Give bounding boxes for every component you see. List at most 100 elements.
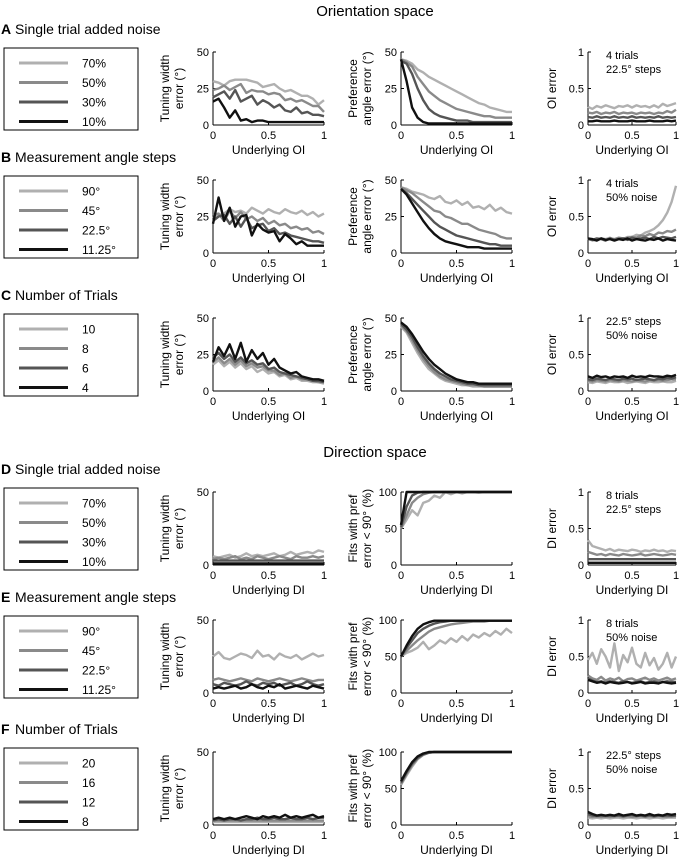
- y-axis-label: error (°): [172, 334, 186, 375]
- x-tick-label: 0.5: [449, 570, 464, 582]
- x-tick-label: 1: [509, 570, 515, 582]
- y-tick-label: 0: [578, 386, 584, 398]
- y-axis-label: angle error (°): [360, 51, 374, 125]
- chart-C-1: 0 25 50 0 0.5 1 Underlying OI Tuning width error…: [158, 313, 327, 423]
- x-tick-label: 1: [321, 830, 327, 842]
- x-tick-label: 0: [210, 830, 216, 842]
- y-tick-label: 0: [203, 386, 209, 398]
- series-line-10: [212, 359, 325, 385]
- series-line-10%: [399, 490, 512, 526]
- y-axis-label: Tuning width: [158, 495, 172, 563]
- legend-label: 8: [82, 815, 89, 829]
- series-line-8: [400, 324, 512, 388]
- y-axis-label: OI error: [545, 68, 559, 109]
- panel-letter: C: [1, 287, 11, 303]
- y-tick-label: 1: [578, 747, 584, 759]
- panel-B: B Measurement angle steps 90° 45° 22.5° 11.25…: [1, 149, 679, 285]
- chart-B-3: 0 0.5 1 0 0.5 1 Underlying OI OI error 4 trials 5…: [545, 175, 679, 285]
- y-tick-label: 25: [385, 84, 397, 96]
- x-axis-label: Underlying OI: [232, 143, 305, 157]
- annotation-text: 8 trials: [606, 490, 639, 502]
- legend-box: [3, 313, 139, 397]
- y-tick-label: 50: [197, 747, 209, 759]
- series-line-70%: [212, 78, 325, 106]
- y-axis-label: DI error: [545, 636, 559, 677]
- series-line-90°: [586, 642, 678, 673]
- y-tick-label: 50: [197, 313, 209, 325]
- x-axis-label: Underlying DI: [232, 583, 305, 597]
- panel-title: Number of Trials: [15, 287, 118, 303]
- x-axis-label: Underlying DI: [420, 843, 493, 857]
- y-tick-label: 50: [385, 47, 397, 59]
- y-tick-label: 25: [385, 212, 397, 224]
- y-tick-label: 25: [197, 350, 209, 362]
- y-tick-label: 100: [379, 487, 397, 499]
- series-line-4: [211, 341, 325, 382]
- x-axis-label: Underlying OI: [595, 143, 668, 157]
- series-line-8: [587, 378, 676, 383]
- y-axis-label: Tuning width: [158, 55, 172, 123]
- x-tick-label: 0: [398, 258, 404, 270]
- y-tick-label: 0: [391, 688, 397, 700]
- x-tick-label: 1: [321, 698, 327, 710]
- series-line-11.25°: [587, 237, 677, 242]
- y-axis-label: Tuning width: [158, 321, 172, 389]
- panel-title: Measurement angle steps: [15, 149, 176, 165]
- series-line-50%: [212, 555, 325, 561]
- y-axis-label: DI error: [545, 768, 559, 809]
- y-axis-label: error (°): [172, 508, 186, 549]
- x-axis-label: Underlying OI: [595, 271, 668, 285]
- y-tick-label: 1: [578, 47, 584, 59]
- y-tick-label: 0: [391, 560, 397, 572]
- series-line-10%: [399, 59, 512, 125]
- legend-label: 50%: [82, 516, 106, 530]
- series-line-11.25°: [211, 196, 324, 247]
- y-tick-label: 25: [197, 84, 209, 96]
- y-tick-label: 1: [578, 175, 584, 187]
- y-tick-label: 0.5: [569, 784, 584, 796]
- x-axis-label: Underlying DI: [596, 583, 669, 597]
- x-axis-label: Underlying DI: [420, 711, 493, 725]
- series-line-8: [587, 810, 677, 817]
- y-tick-label: 0: [203, 248, 209, 260]
- x-tick-label: 0: [398, 396, 404, 408]
- legend-label: 22.5°: [82, 224, 110, 238]
- y-tick-label: 25: [197, 212, 209, 224]
- x-tick-label: 0.5: [624, 830, 639, 842]
- series-line-10: [400, 325, 512, 388]
- x-tick-label: 1: [509, 130, 515, 142]
- x-axis-label: Underlying DI: [596, 711, 669, 725]
- series-line-30%: [212, 88, 325, 118]
- series-line-10%: [212, 97, 324, 124]
- x-tick-label: 0.5: [624, 570, 639, 582]
- legend-label: 11.25°: [82, 683, 116, 697]
- series-line-4: [587, 373, 677, 380]
- annotation-text: 22.5° steps: [606, 316, 662, 328]
- x-tick-label: 0: [398, 570, 404, 582]
- series-line-70%: [587, 101, 677, 111]
- y-axis-label: Tuning width: [158, 623, 172, 691]
- y-tick-label: 0: [578, 820, 584, 832]
- legend-label: 12: [82, 796, 96, 810]
- x-tick-label: 0.5: [261, 396, 276, 408]
- y-tick-label: 50: [197, 175, 209, 187]
- y-axis-label: Preference: [346, 187, 360, 246]
- x-tick-label: 0: [585, 258, 591, 270]
- y-tick-label: 25: [385, 350, 397, 362]
- legend-label: 70%: [82, 57, 106, 71]
- series-line-22.5°: [399, 619, 512, 658]
- x-tick-label: 0.5: [624, 130, 639, 142]
- x-tick-label: 0.5: [261, 570, 276, 582]
- chart-A-3: 0 0.5 1 0 0.5 1 Underlying OI OI error 4 trials 2…: [545, 47, 679, 157]
- legend-label: 45°: [82, 204, 100, 218]
- y-tick-label: 100: [379, 747, 397, 759]
- series-line-45°: [400, 186, 512, 240]
- x-axis-label: Underlying DI: [232, 843, 305, 857]
- y-tick-label: 50: [197, 487, 209, 499]
- panel-letter: D: [1, 461, 11, 477]
- series-line-22.5°: [212, 213, 325, 244]
- panel-title: Single trial added noise: [15, 461, 161, 477]
- chart-F-3: 0 0.5 1 0 0.5 1 Underlying DI DI error 22.5° ste…: [545, 747, 679, 857]
- chart-C-3: 0 0.5 1 0 0.5 1 Underlying OI OI error 22.5° ste…: [545, 313, 679, 423]
- chart-A-2: 0 25 50 0 0.5 1 Underlying OI Preference angle e…: [346, 47, 515, 157]
